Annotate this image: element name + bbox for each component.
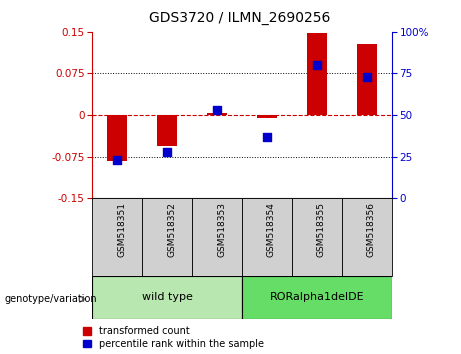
Bar <box>307 33 327 115</box>
Text: GSM518355: GSM518355 <box>317 202 326 257</box>
Bar <box>207 113 227 115</box>
Bar <box>107 115 127 161</box>
FancyBboxPatch shape <box>342 198 392 276</box>
Text: GSM518354: GSM518354 <box>267 202 276 257</box>
FancyBboxPatch shape <box>292 198 342 276</box>
Text: GSM518356: GSM518356 <box>367 202 376 257</box>
FancyBboxPatch shape <box>242 276 392 319</box>
Text: RORalpha1delDE: RORalpha1delDE <box>270 292 364 302</box>
FancyBboxPatch shape <box>142 198 192 276</box>
Point <box>363 74 371 80</box>
Text: GDS3720 / ILMN_2690256: GDS3720 / ILMN_2690256 <box>149 11 331 25</box>
Text: wild type: wild type <box>142 292 193 302</box>
Point <box>163 149 171 154</box>
FancyBboxPatch shape <box>92 276 242 319</box>
Point <box>313 62 320 68</box>
Point <box>213 107 221 113</box>
Legend: transformed count, percentile rank within the sample: transformed count, percentile rank withi… <box>83 326 264 349</box>
FancyBboxPatch shape <box>192 198 242 276</box>
FancyBboxPatch shape <box>92 198 142 276</box>
Text: genotype/variation: genotype/variation <box>5 294 97 304</box>
Text: GSM518352: GSM518352 <box>167 202 176 257</box>
Text: GSM518351: GSM518351 <box>117 202 126 257</box>
Bar <box>257 115 277 118</box>
Point <box>113 157 121 163</box>
Text: GSM518353: GSM518353 <box>217 202 226 257</box>
Bar <box>157 115 177 145</box>
FancyBboxPatch shape <box>242 198 292 276</box>
Bar <box>357 44 377 115</box>
Point <box>263 134 271 139</box>
